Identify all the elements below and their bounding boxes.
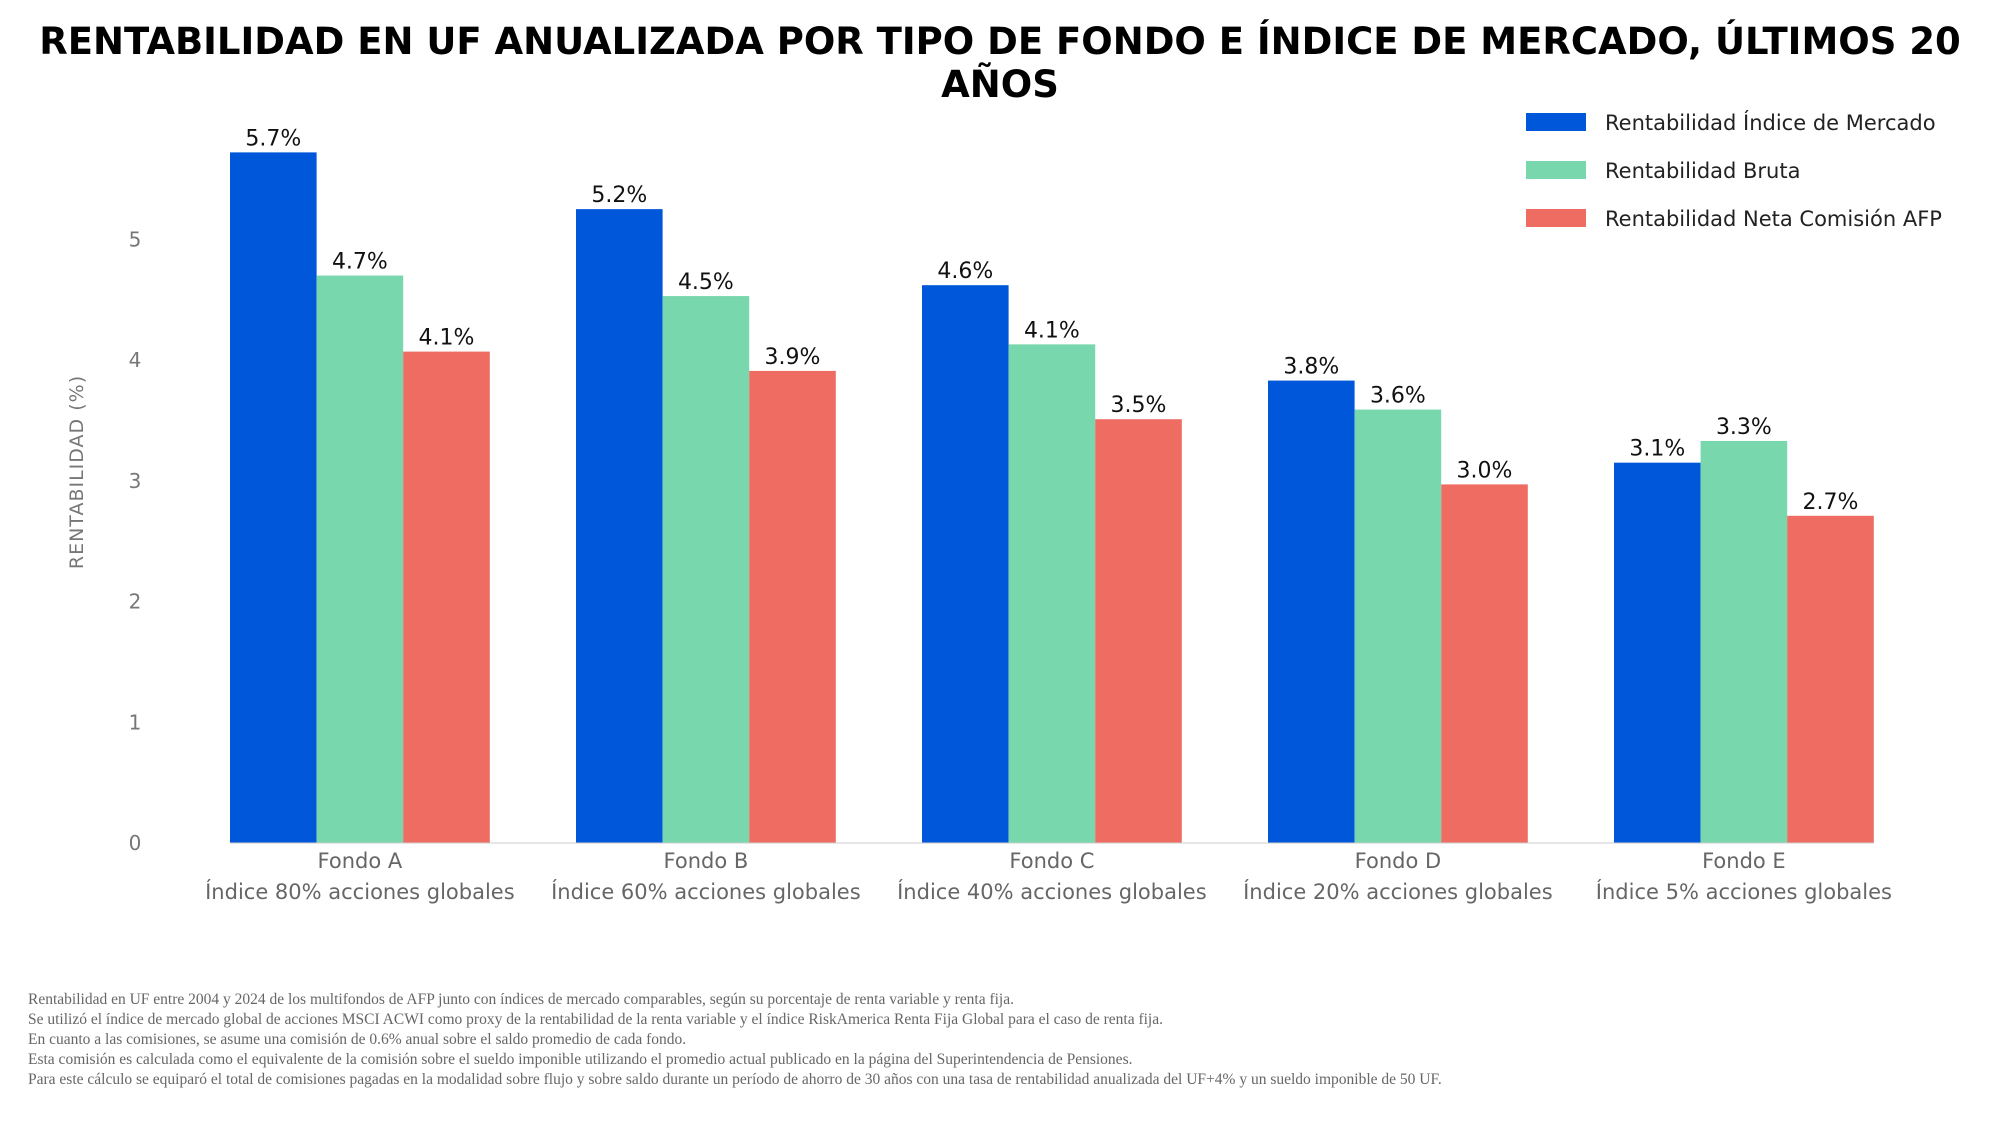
data-label: 3.8%	[1283, 355, 1339, 380]
bar	[316, 275, 404, 843]
bar	[1700, 440, 1788, 843]
bar	[1268, 380, 1355, 843]
footnote-line: Se utilizó el índice de mercado global d…	[28, 1011, 1163, 1028]
y-tick-label: 3	[129, 469, 142, 493]
y-tick-label: 0	[129, 831, 142, 855]
bar	[1008, 344, 1096, 843]
bar	[576, 209, 663, 843]
x-tick-sublabel: Índice 80% acciones globales	[205, 879, 515, 904]
bar	[1441, 484, 1528, 843]
bar	[1095, 419, 1182, 843]
x-tick-sublabel: Índice 20% acciones globales	[1243, 879, 1553, 904]
footnote-line: En cuanto a las comisiones, se asume una…	[28, 1031, 687, 1048]
data-label: 4.1%	[1024, 318, 1080, 343]
x-tick-label: Fondo D	[1355, 849, 1442, 873]
footnote-line: Esta comisión es calculada como el equiv…	[28, 1051, 1133, 1068]
data-label: 4.1%	[419, 326, 475, 351]
data-label: 3.1%	[1629, 437, 1685, 462]
bar	[662, 296, 750, 843]
footnotes: Rentabilidad en UF entre 2004 y 2024 de …	[28, 990, 1442, 1090]
data-label: 4.7%	[332, 250, 388, 275]
bar	[1787, 515, 1874, 843]
y-tick-label: 4	[129, 348, 142, 372]
bar	[230, 152, 317, 843]
x-tick-label: Fondo B	[664, 849, 749, 873]
bar	[749, 370, 836, 843]
x-tick-sublabel: Índice 5% acciones globales	[1596, 879, 1892, 904]
data-label: 4.6%	[937, 259, 993, 284]
y-tick-label: 1	[129, 710, 142, 734]
data-label: 5.2%	[591, 183, 647, 208]
bar	[922, 285, 1009, 843]
legend-label: Rentabilidad Bruta	[1605, 159, 1800, 183]
legend-swatch	[1526, 161, 1586, 179]
data-label: 4.5%	[678, 270, 734, 295]
data-label: 3.5%	[1111, 393, 1167, 418]
chart-title: RENTABILIDAD EN UF ANUALIZADA POR TIPO D…	[39, 20, 1961, 106]
y-tick-label: 5	[129, 227, 142, 251]
footnote-line: Para este cálculo se equiparó el total d…	[28, 1071, 1442, 1088]
x-tick-label: Fondo E	[1702, 849, 1786, 873]
bar	[1614, 462, 1701, 843]
data-label: 3.3%	[1716, 415, 1772, 440]
legend-swatch	[1526, 209, 1586, 227]
x-tick-label: Fondo C	[1009, 849, 1094, 873]
legend-swatch	[1526, 113, 1586, 131]
footnote-line: Rentabilidad en UF entre 2004 y 2024 de …	[28, 991, 1014, 1008]
legend-label: Rentabilidad Neta Comisión AFP	[1605, 207, 1942, 231]
y-tick-label: 2	[129, 590, 142, 614]
x-tick-label: Fondo A	[318, 849, 403, 873]
legend-label: Rentabilidad Índice de Mercado	[1605, 110, 1936, 135]
data-label: 3.6%	[1370, 384, 1426, 409]
bar	[1354, 409, 1442, 843]
data-label: 5.7%	[245, 126, 301, 151]
x-tick-sublabel: Índice 60% acciones globales	[551, 879, 861, 904]
data-label: 3.9%	[765, 345, 821, 370]
y-axis-label: RENTABILIDAD (%)	[66, 375, 88, 569]
bar	[403, 351, 490, 843]
x-tick-sublabel: Índice 40% acciones globales	[897, 879, 1207, 904]
data-label: 3.0%	[1457, 458, 1513, 483]
data-label: 2.7%	[1803, 490, 1859, 515]
